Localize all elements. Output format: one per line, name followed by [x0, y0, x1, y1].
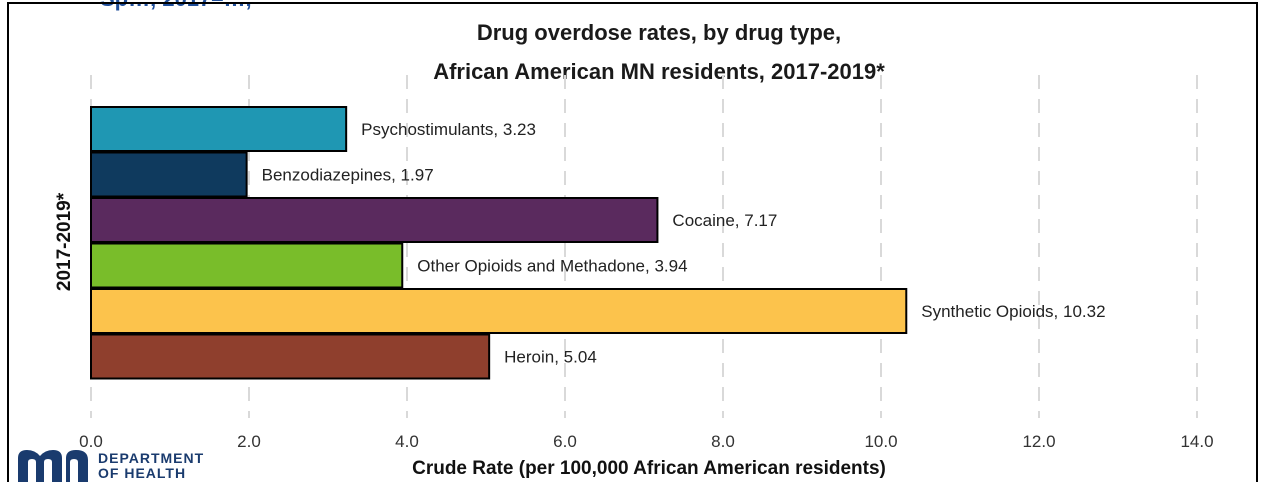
x-tick-label: 14.0	[1180, 432, 1213, 451]
mn-logo-mark	[18, 450, 88, 482]
bar-synthetic-opioids	[90, 288, 908, 334]
data-label: Other Opioids and Methadone, 3.94	[417, 257, 687, 276]
x-tick-label: 0.0	[79, 432, 103, 451]
x-tick-label: 10.0	[864, 432, 897, 451]
logo-health-text: OF HEALTH	[98, 465, 186, 481]
mdh-logo: DEPARTMENT OF HEALTH	[18, 450, 204, 482]
data-label: Heroin, 5.04	[504, 348, 597, 367]
x-axis-title: Crude Rate (per 100,000 African American…	[412, 458, 886, 479]
bar-benzodiazepines	[90, 151, 248, 198]
x-tick-label: 8.0	[711, 432, 735, 451]
x-tick-label: 12.0	[1022, 432, 1055, 451]
data-label: Benzodiazepines, 1.97	[262, 166, 434, 185]
x-tick-labels: 0.0 2.0 4.0 6.0 8.0 10.0 12.0 14.0	[79, 432, 1213, 451]
y-axis-title: 2017-2019*	[54, 192, 75, 291]
data-label: Cocaine, 7.17	[672, 211, 777, 230]
bar-psychostimulants	[90, 106, 348, 152]
x-tick-label: 6.0	[553, 432, 577, 451]
x-tick-label: 4.0	[395, 432, 419, 451]
bar-cocaine	[90, 197, 659, 243]
data-label: Psychostimulants, 3.23	[361, 120, 536, 139]
bar-heroin	[90, 333, 491, 380]
x-tick-label: 2.0	[237, 432, 261, 451]
chart-title-line-1: Drug overdose rates, by drug type,	[477, 20, 841, 45]
data-label: Synthetic Opioids, 10.32	[921, 302, 1105, 321]
chart-title-line-2: African American MN residents, 2017-2019…	[433, 59, 885, 84]
logo-department-text: DEPARTMENT	[98, 450, 204, 466]
bars-group	[90, 106, 908, 380]
header-snippet: Sp…, 2017–…,	[100, 0, 252, 11]
data-labels-group: Psychostimulants, 3.23 Benzodiazepines, 1…	[262, 120, 1106, 367]
bar-other-opioids-and-methadone	[90, 242, 404, 289]
